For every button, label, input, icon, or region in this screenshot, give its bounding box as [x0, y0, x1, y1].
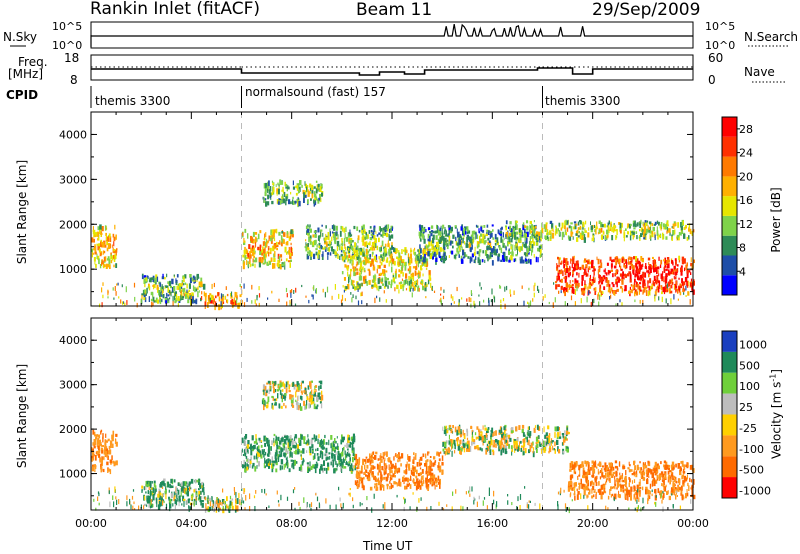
power-colorbar-cell [722, 156, 737, 177]
power-colorbar-cell [722, 117, 737, 137]
power-colorbar-cell [722, 275, 737, 295]
cpid-segment: themis 3300 [95, 94, 171, 108]
plot-title: Rankin Inlet (fitACF) [90, 0, 261, 19]
freq-unit-label: [MHz] [8, 67, 44, 81]
velocity-colorbar-cell [722, 456, 737, 478]
freq-tick-bottom: 8 [70, 73, 78, 87]
velocity-colorbar-tick-label: 100 [739, 380, 760, 393]
nsky-tick-top: 10^5 [52, 20, 83, 33]
power-ylabel: Slant Range [km] [15, 159, 29, 265]
power-colorbar-cell [722, 136, 737, 157]
power-colorbar-cell [722, 196, 737, 216]
velocity-colorbar-tick-label: -1000 [739, 485, 771, 498]
velocity-ylabel: Slant Range [km] [15, 363, 29, 469]
power-colorbar-cell [722, 215, 737, 236]
cpid-segment: normalsound (fast) 157 [245, 85, 386, 99]
time-tick-label: 20:00 [577, 517, 609, 530]
time-tick-label: 00:00 [75, 517, 107, 530]
freq-tick-top: 18 [64, 51, 80, 65]
beam-label: Beam 11 [356, 0, 433, 20]
power-ytick-label: 2000 [59, 218, 87, 231]
time-tick-label: 16:00 [476, 517, 508, 530]
nave-tick-top: 60 [708, 51, 724, 65]
power-colorbar-cell [722, 235, 737, 256]
power-ytick-label: 4000 [59, 128, 87, 141]
cpid-label: CPID [6, 88, 39, 102]
power-colorbar-cell [722, 255, 737, 276]
velocity-colorbar-label: Velocity [m s-1] [768, 369, 784, 459]
time-tick-label: 12:00 [376, 517, 408, 530]
velocity-colorbar-cell [722, 372, 737, 394]
time-xlabel: Time UT [363, 539, 413, 553]
power-ytick-label: 3000 [59, 173, 87, 186]
nsearch-tick-bottom: 10^0 [705, 39, 736, 52]
power-colorbar-tick-label: 20 [739, 170, 753, 183]
power-colorbar-frame [721, 116, 738, 296]
velocity-colorbar-tick-label: -500 [739, 464, 764, 477]
velocity-ytick-label: 4000 [59, 334, 87, 347]
velocity-colorbar-cell [722, 477, 737, 498]
power-echo-pixels [91, 179, 695, 311]
date-label: 29/Sep/2009 [592, 0, 701, 20]
nsky-panel-frame [90, 21, 694, 49]
velocity-colorbar-cell [722, 414, 737, 436]
cpid-segment: themis 3300 [545, 94, 621, 108]
velocity-colorbar-tick-label: -25 [739, 422, 757, 435]
nsearch-label: N.Search [744, 30, 799, 44]
nave-label: Nave [744, 65, 775, 79]
velocity-ytick-label: 1000 [59, 468, 87, 481]
velocity-colorbar-tick-label: -100 [739, 443, 764, 456]
velocity-colorbar-cell [722, 351, 737, 373]
velocity-colorbar-cell [722, 393, 737, 415]
power-colorbar-tick-label: 24 [739, 147, 753, 160]
velocity-colorbar-frame [721, 330, 738, 499]
freq-label: Freq. [18, 55, 48, 69]
time-tick-label: 08:00 [276, 517, 308, 530]
velocity-colorbar-tick-label: 25 [739, 401, 753, 414]
velocity-panel-frame [90, 317, 694, 511]
velocity-ytick-label: 2000 [59, 423, 87, 436]
nsky-tick-bottom: 10^0 [52, 39, 83, 52]
power-colorbar-tick-label: 16 [739, 194, 753, 207]
time-tick-label: 00:00 [677, 517, 709, 530]
velocity-colorbar-tick-label: 1000 [739, 338, 767, 351]
velocity-colorbar-cell [722, 435, 737, 457]
power-colorbar-tick-label: 8 [739, 242, 746, 255]
power-ytick-label: 1000 [59, 263, 87, 276]
velocity-echo-pixels [91, 380, 696, 514]
nave-tick-bottom: 0 [708, 73, 716, 87]
nsearch-tick-top: 10^5 [705, 20, 736, 33]
nsky-label: N.Sky [3, 30, 38, 44]
time-tick-label: 04:00 [175, 517, 207, 530]
velocity-ytick-label: 3000 [59, 379, 87, 392]
power-colorbar-cell [722, 176, 737, 197]
velocity-colorbar-cell [722, 331, 737, 352]
frequency-trace [91, 67, 693, 76]
power-colorbar-label: Power [dB] [769, 187, 783, 253]
power-colorbar-tick-label: 28 [739, 123, 753, 136]
power-colorbar-tick-label: 4 [739, 265, 746, 278]
power-colorbar-tick-label: 12 [739, 218, 753, 231]
velocity-colorbar-tick-label: 500 [739, 359, 760, 372]
nsky-trace [90, 23, 693, 47]
